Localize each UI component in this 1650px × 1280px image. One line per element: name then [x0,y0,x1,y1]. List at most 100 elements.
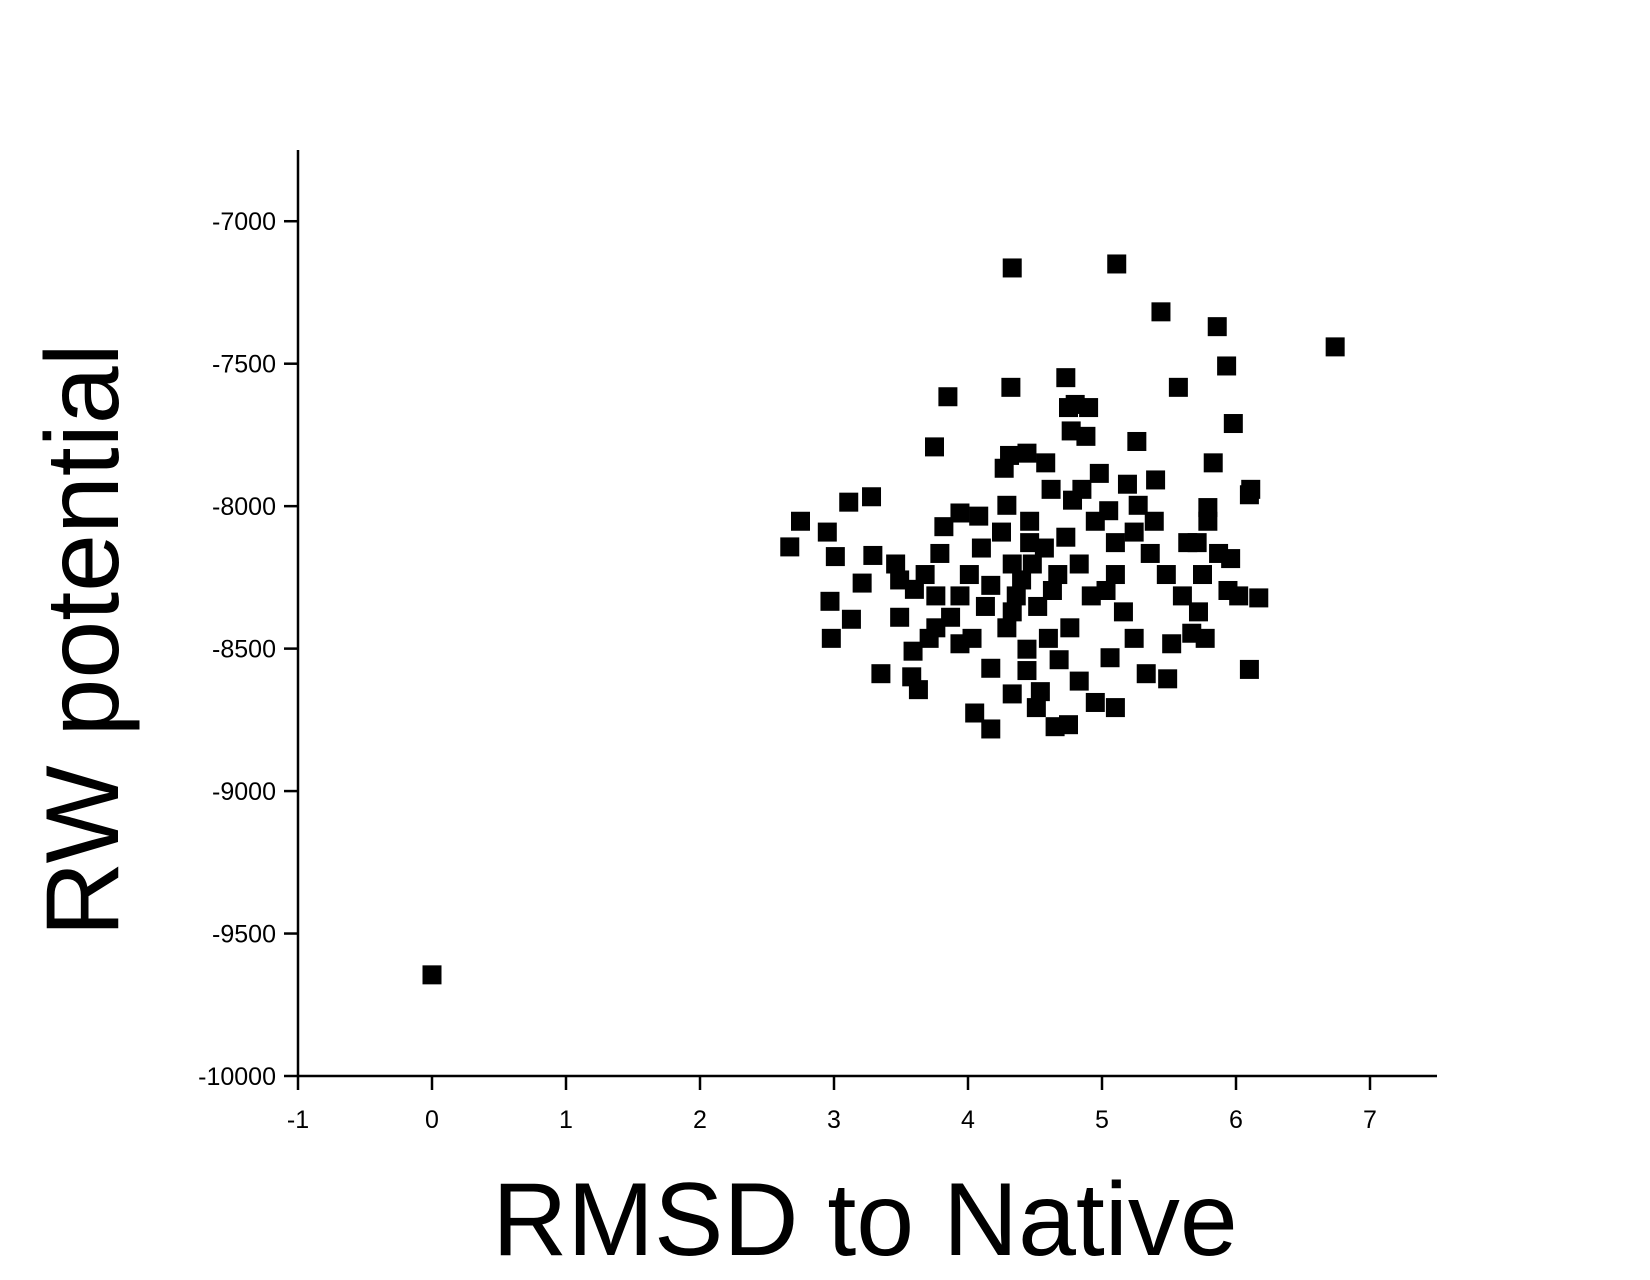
point [938,387,958,407]
x-tick-label: 0 [425,1106,439,1134]
point [1072,479,1092,499]
point [997,618,1017,638]
point [904,579,924,599]
point [1017,443,1037,463]
point [1144,511,1164,531]
point [1188,602,1208,622]
point [1065,394,1085,414]
point [1006,586,1026,606]
point [919,628,939,648]
point [1059,715,1078,735]
point [780,537,800,557]
y-tick-label: -7000 [212,208,276,236]
y-tick-label: -10000 [198,1063,276,1091]
point [817,522,837,542]
point [1042,580,1062,600]
point [852,573,872,593]
point [1012,570,1032,590]
y-tick-label: -8500 [212,636,276,664]
x-tick-label: 1 [559,1106,573,1134]
point [1229,586,1249,606]
point [1105,698,1125,718]
point [1038,628,1058,648]
point [908,680,928,700]
x-tick-label: 3 [827,1106,841,1134]
point [1172,586,1192,606]
point [1030,682,1050,702]
point [1002,684,1022,704]
point [1117,474,1137,494]
point [821,628,841,648]
point [1017,639,1037,659]
point [915,565,935,585]
point [1069,671,1089,691]
point [941,607,961,627]
point [1001,377,1021,397]
point [1034,538,1054,558]
point [1002,554,1022,574]
point [1017,661,1037,681]
point [1325,337,1345,357]
point [1113,602,1133,622]
point [1105,533,1125,553]
point [1128,495,1148,515]
point [1049,650,1069,670]
point [1203,453,1223,473]
point [930,543,950,563]
point [863,545,883,565]
point [925,437,944,457]
point [926,586,946,606]
point [1136,664,1156,684]
point [1107,254,1127,274]
point [903,641,923,661]
x-tick-label: 6 [1229,1106,1243,1134]
point [422,965,442,985]
point [1124,522,1144,542]
point [1000,445,1020,465]
point [1162,634,1182,654]
point [1187,533,1207,553]
point [1060,618,1080,638]
point [1100,648,1120,668]
point [871,664,891,684]
point [1105,565,1125,585]
point [1020,533,1040,553]
point [1193,565,1212,585]
point [1158,669,1178,689]
x-axis-title: RMSD to Native [492,1162,1238,1275]
y-axis-title: RW potential [25,343,141,936]
point [992,522,1011,542]
point [934,517,954,537]
point [1041,479,1061,499]
point [1209,543,1229,563]
x-tick-label: 4 [961,1106,975,1134]
point [1036,453,1056,473]
point [1127,431,1147,451]
point [981,658,1001,678]
point [1056,527,1076,547]
point [975,596,995,616]
point [959,565,979,585]
point [862,487,882,507]
point [1002,258,1022,278]
y-tick-label: -9000 [212,778,276,806]
point [1207,317,1227,337]
point [965,703,985,723]
point [981,575,1001,595]
point [1002,602,1022,622]
point [1069,554,1089,574]
point [1020,511,1040,531]
point [1048,565,1068,585]
point [820,591,840,611]
point [950,586,970,606]
point [841,609,861,629]
point [1249,588,1269,608]
x-tick-label: 7 [1363,1106,1377,1134]
point [1156,565,1176,585]
point [1061,421,1081,441]
point [1239,659,1259,679]
point [1076,426,1096,446]
point [962,628,982,648]
